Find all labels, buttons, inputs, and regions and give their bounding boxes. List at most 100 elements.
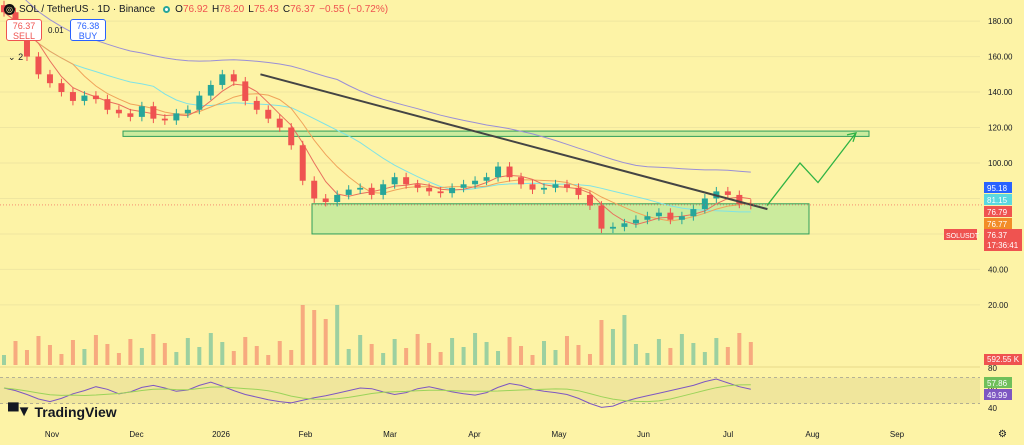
candle: [426, 187, 433, 192]
volume-bar: [47, 345, 52, 365]
ma-line: [3, 11, 751, 213]
volume-bar: [679, 334, 684, 365]
volume-bar: [128, 339, 133, 365]
volume-bar: [220, 342, 225, 365]
candle: [104, 99, 111, 110]
ma-line: [25, 0, 751, 173]
ohlc-open: O76.92: [175, 3, 208, 15]
candle: [288, 127, 295, 146]
rsi-badge: [984, 389, 1012, 400]
volume-bar: [36, 336, 41, 365]
ma-line: [3, 11, 751, 226]
symbol-badge-label: SOLUSDT: [946, 233, 980, 240]
candle: [552, 184, 559, 188]
volume-bar: [587, 354, 592, 365]
indicators-toggle[interactable]: ⌄ 2: [8, 52, 24, 62]
rsi-tick-label: 80: [988, 364, 997, 373]
time-tick-label: Dec: [129, 430, 143, 439]
time-tick-label: Feb: [299, 430, 313, 439]
volume-bar: [564, 336, 569, 365]
rsi-ma-value-label: 49.99: [987, 391, 1008, 400]
rsi-ma-line: [3, 384, 751, 403]
candle: [632, 219, 639, 224]
candle: [184, 109, 191, 114]
price-tick-label: 140.00: [988, 88, 1013, 97]
resistance-zone: [122, 130, 870, 137]
settings-gear-icon[interactable]: ⚙: [998, 429, 1007, 440]
candle: [322, 198, 329, 203]
volume-bar: [633, 344, 638, 365]
volume-bar: [24, 350, 29, 365]
candle: [541, 187, 548, 190]
volume-bar: [748, 342, 753, 365]
candle: [334, 194, 341, 203]
volume-bar: [277, 341, 282, 365]
candle: [403, 177, 410, 185]
tradingview-logo[interactable]: ▀▼ TradingView: [8, 403, 117, 420]
rsi-tick-label: 60: [988, 384, 997, 393]
candle: [437, 191, 444, 194]
support-zone: [311, 203, 810, 235]
price-change: −0.55 (−0.72%): [319, 3, 389, 15]
time-tick-label: Jul: [723, 430, 733, 439]
candle: [150, 106, 157, 119]
volume-bar: [725, 347, 730, 365]
candle: [299, 145, 306, 181]
candle: [495, 166, 502, 178]
time-tick-label: Jun: [637, 430, 650, 439]
time-tick-label: 2026: [212, 430, 230, 439]
volume-bar: [599, 320, 604, 365]
candle: [357, 187, 364, 190]
price-tick-label: 100.00: [988, 159, 1013, 168]
volume-bar: [461, 347, 466, 365]
volume-bar: [714, 338, 719, 365]
candle: [58, 83, 65, 93]
volume-bar: [392, 339, 397, 365]
price-tick-label: 40.00: [988, 265, 1009, 274]
buy-label: BUY: [78, 31, 98, 41]
ma-value-label: 81.15: [987, 196, 1008, 205]
volume-bar: [151, 334, 156, 365]
candle: [173, 113, 180, 121]
candle: [736, 194, 743, 204]
chevron-down-icon: ⌄: [8, 52, 16, 62]
candle: [655, 212, 662, 217]
volume-bar: [116, 353, 121, 365]
candle: [368, 187, 375, 195]
symbol-badge: [944, 229, 977, 240]
ma-value-badge: [984, 194, 1012, 205]
sell-button[interactable]: 76.37 SELL: [6, 19, 42, 41]
market-open-indicator-icon: [163, 5, 171, 13]
time-tick-label: Nov: [45, 430, 59, 439]
volume-bar: [13, 341, 18, 365]
candle: [690, 209, 697, 217]
symbol-title[interactable]: SOL / TetherUS · 1D · Binance: [19, 3, 156, 15]
volume-bar: [507, 337, 512, 365]
volume-bar: [300, 305, 305, 365]
volume-bar: [139, 348, 144, 365]
buy-button[interactable]: 76.38 BUY: [70, 19, 106, 41]
candle: [701, 198, 708, 210]
rsi-value-label: 57.86: [987, 379, 1008, 388]
candle: [460, 184, 467, 188]
volume-bar: [82, 349, 87, 365]
candle: [529, 184, 536, 190]
countdown-label: 17:36:41: [987, 241, 1019, 250]
candle: [276, 118, 283, 128]
candle: [219, 74, 226, 85]
volume-bar: [162, 343, 167, 365]
downtrend-line: [260, 73, 768, 211]
ohlc-low: L75.43: [248, 3, 279, 15]
volume-bar: [2, 355, 6, 365]
volume-bar: [243, 337, 248, 365]
volume-bar: [197, 347, 202, 365]
time-tick-label: Sep: [890, 430, 905, 439]
volume-bar: [335, 305, 340, 365]
volume-value-label: 592.55 K: [987, 355, 1020, 364]
ohlc-close: C76.37: [282, 3, 316, 15]
candle: [115, 109, 122, 114]
volume-bar: [691, 343, 696, 365]
candle: [621, 223, 628, 227]
